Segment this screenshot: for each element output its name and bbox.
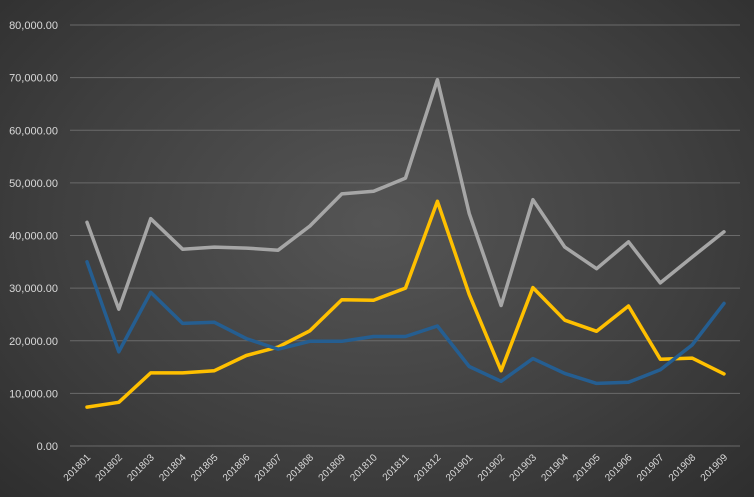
x-tick-label: 201802 — [94, 452, 126, 484]
y-tick-label: 40,000.00 — [9, 231, 58, 243]
x-tick-label: 201812 — [412, 452, 444, 484]
x-tick-label: 201901 — [444, 452, 476, 484]
y-tick-label: 0.00 — [37, 441, 58, 453]
series-line-2 — [85, 199, 726, 409]
x-tick-label: 201808 — [285, 452, 317, 484]
y-tick-label: 60,000.00 — [9, 125, 58, 137]
x-tick-label: 201810 — [348, 452, 380, 484]
y-tick-label: 70,000.00 — [9, 73, 58, 85]
x-tick-label: 201907 — [635, 452, 667, 484]
x-tick-label: 201904 — [539, 452, 571, 484]
x-tick-label: 201809 — [317, 452, 349, 484]
y-tick-label: 10,000.00 — [9, 388, 58, 400]
y-tick-label: 30,000.00 — [9, 283, 58, 295]
x-tick-label: 201803 — [125, 452, 157, 484]
x-tick-label: 201801 — [62, 452, 94, 484]
series-line-1 — [85, 77, 726, 311]
x-tick-label: 201909 — [699, 452, 731, 484]
x-tick-label: 201903 — [508, 452, 540, 484]
y-tick-label: 50,000.00 — [9, 178, 58, 190]
x-tick-label: 201908 — [667, 452, 699, 484]
x-tick-label: 201804 — [157, 452, 189, 484]
x-tick-label: 201806 — [221, 452, 253, 484]
x-tick-label: 201805 — [189, 452, 221, 484]
x-tick-label: 201905 — [571, 452, 603, 484]
x-tick-label: 201811 — [381, 452, 412, 483]
y-tick-label: 20,000.00 — [9, 336, 58, 348]
x-tick-label: 201906 — [603, 452, 635, 484]
y-tick-label: 80,000.00 — [9, 20, 58, 32]
x-tick-label: 201902 — [476, 452, 508, 484]
series-line-3 — [85, 260, 726, 386]
x-tick-label: 201807 — [253, 452, 285, 484]
